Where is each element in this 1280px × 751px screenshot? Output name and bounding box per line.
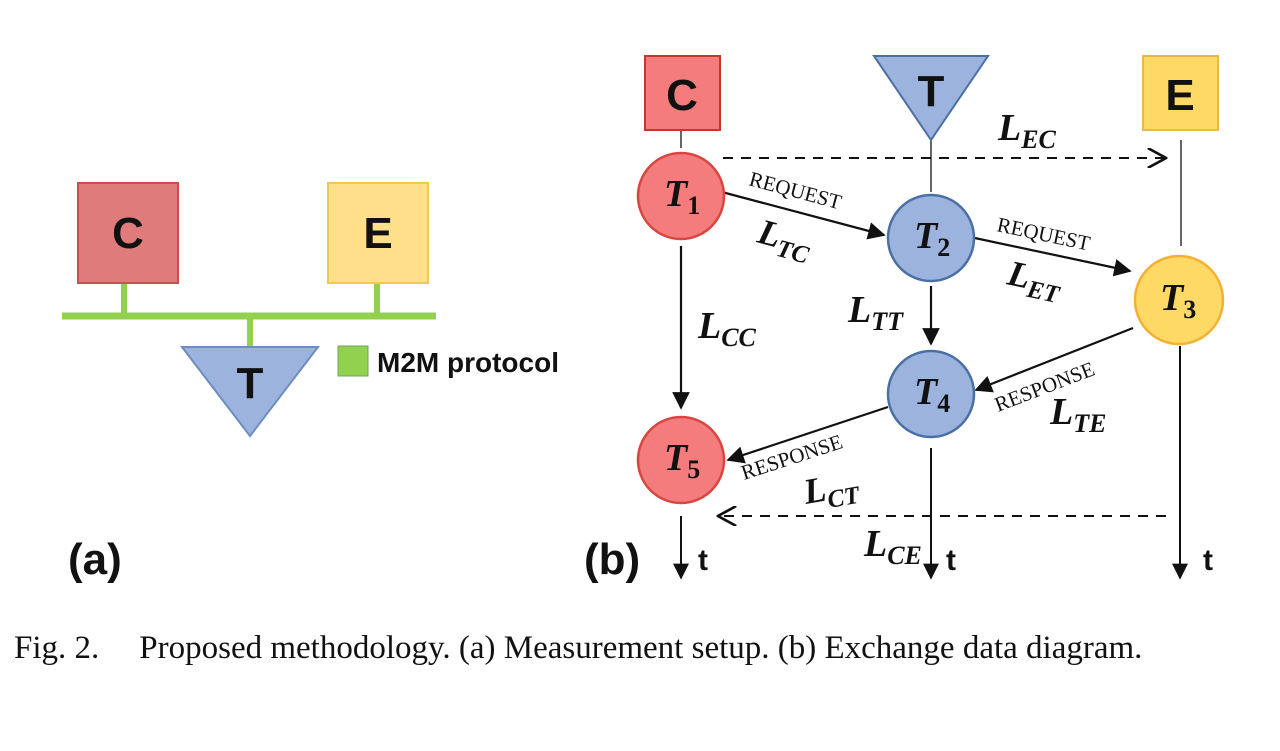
latency-ct-sub: CT — [825, 482, 863, 514]
latency-tt-sub: TT — [871, 307, 904, 336]
latency-cc-base: L — [697, 305, 721, 347]
event-t1-base: T — [664, 173, 689, 215]
header-c-box — [644, 55, 721, 131]
node-t-label: T — [237, 359, 264, 408]
event-t4-sub: 4 — [937, 389, 950, 418]
event-t1-circle — [636, 151, 726, 241]
event-t1-label: T1 — [664, 173, 700, 220]
event-t3-circle — [1133, 254, 1225, 346]
event-t5-sub: 5 — [687, 455, 700, 484]
latency-te: LTE — [1049, 391, 1106, 438]
node-c-box — [77, 182, 179, 284]
latency-tc-sub: TC — [774, 235, 812, 269]
figure-caption: Fig. 2. Proposed methodology. (a) Measure… — [14, 628, 1266, 668]
latency-te-sub: TE — [1073, 409, 1106, 438]
latency-ce-base: L — [863, 523, 887, 565]
latency-cc: LCC — [697, 305, 757, 352]
event-t2-circle — [886, 193, 976, 283]
event-t2-base: T — [914, 215, 939, 257]
latency-et: LET — [1002, 252, 1067, 309]
arrow-request-t2-t3 — [969, 235, 1132, 277]
event-t2-sub: 2 — [937, 233, 950, 262]
event-t4-base: T — [914, 371, 939, 413]
caption-number: Fig. 2. — [14, 630, 100, 666]
event-t3-label: T3 — [1160, 277, 1196, 324]
legend-label: M2M protocol — [377, 347, 559, 378]
panel-b: C T E T1 T2 T3 T4 T5 REQUEST REQUEST R — [584, 55, 1225, 584]
event-t5-base: T — [664, 437, 689, 479]
latency-ec: LEC — [997, 107, 1057, 154]
event-t3-base: T — [1160, 277, 1185, 319]
latency-cc-sub: CC — [721, 323, 756, 352]
arrow-response-t4-t5 — [726, 405, 889, 464]
event-t2-label: T2 — [914, 215, 950, 262]
header-t-label: T — [918, 67, 945, 116]
header-t-triangle — [872, 55, 990, 142]
panel-a-label: (a) — [68, 535, 122, 584]
node-e-box — [327, 182, 429, 284]
latency-ce: LCE — [863, 523, 922, 570]
message-response-1: RESPONSE — [991, 357, 1098, 417]
latency-tt: LTT — [847, 289, 904, 336]
arrow-request-t1-t2 — [717, 189, 886, 240]
event-t3-sub: 3 — [1183, 295, 1196, 324]
legend-swatch — [337, 345, 369, 377]
arrow-response-t3-t4 — [974, 326, 1134, 393]
event-t5-circle — [636, 415, 726, 505]
event-t4-label: T4 — [914, 371, 950, 418]
latency-te-base: L — [1049, 391, 1073, 433]
caption-text: Proposed methodology. (a) Measurement se… — [139, 630, 1143, 666]
latency-tc: LTC — [751, 211, 816, 270]
latency-tt-base: L — [847, 289, 871, 331]
time-label-c: t — [698, 544, 708, 577]
latency-ec-sub: EC — [1020, 125, 1056, 154]
node-e-label: E — [363, 209, 392, 258]
node-t-triangle — [179, 346, 321, 438]
node-c-label: C — [112, 209, 144, 258]
panel-a: C E T M2M protocol (a) — [62, 182, 559, 584]
latency-ce-sub: CE — [887, 541, 922, 570]
header-e-label: E — [1165, 71, 1194, 120]
message-request-2: REQUEST — [995, 212, 1093, 255]
latency-ct-base: L — [799, 469, 829, 512]
message-request-1: REQUEST — [747, 167, 845, 215]
header-e-box — [1142, 55, 1219, 131]
latency-et-sub: ET — [1024, 276, 1064, 310]
latency-ct: LCT — [799, 463, 863, 518]
event-t5-label: T5 — [664, 437, 700, 484]
event-t1-sub: 1 — [687, 191, 700, 220]
time-label-e: t — [1203, 544, 1213, 577]
header-c-label: C — [666, 71, 698, 120]
latency-ec-base: L — [997, 107, 1021, 149]
panel-b-label: (b) — [584, 535, 640, 584]
event-t4-circle — [886, 349, 976, 439]
time-label-t: t — [946, 544, 956, 577]
